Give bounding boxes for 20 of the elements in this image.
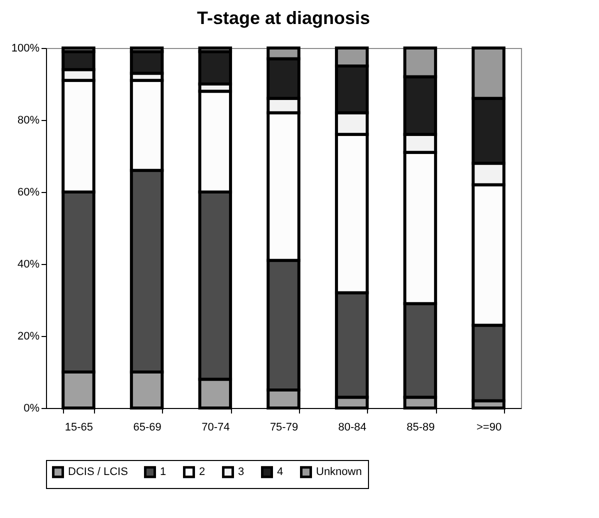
x-tick-label: 75-79 — [270, 422, 298, 434]
chart-title: T-stage at diagnosis — [196, 8, 370, 28]
x-tick-label: 80-84 — [338, 422, 366, 434]
legend-label: 3 — [238, 466, 244, 478]
x-tick-label: >=90 — [476, 422, 502, 434]
y-tick-label: 20% — [17, 330, 40, 342]
y-tick-label: 0% — [24, 402, 40, 414]
y-tick-label: 100% — [11, 42, 40, 54]
y-tick-label: 60% — [17, 186, 40, 198]
y-tick-label: 80% — [17, 114, 40, 126]
x-tick-label: 15-65 — [64, 422, 94, 434]
y-tick-label: 40% — [17, 258, 40, 270]
legend-label: Unknown — [316, 466, 362, 478]
x-tick-label: 65-69 — [133, 422, 162, 434]
x-tick-label: 70-74 — [202, 422, 230, 434]
x-tick-label: 85-89 — [406, 422, 435, 434]
legend-label: DCIS / LCIS — [68, 466, 128, 478]
legend-label: 1 — [160, 466, 166, 478]
legend-label: 4 — [277, 466, 284, 478]
legend-label: 2 — [199, 466, 206, 478]
